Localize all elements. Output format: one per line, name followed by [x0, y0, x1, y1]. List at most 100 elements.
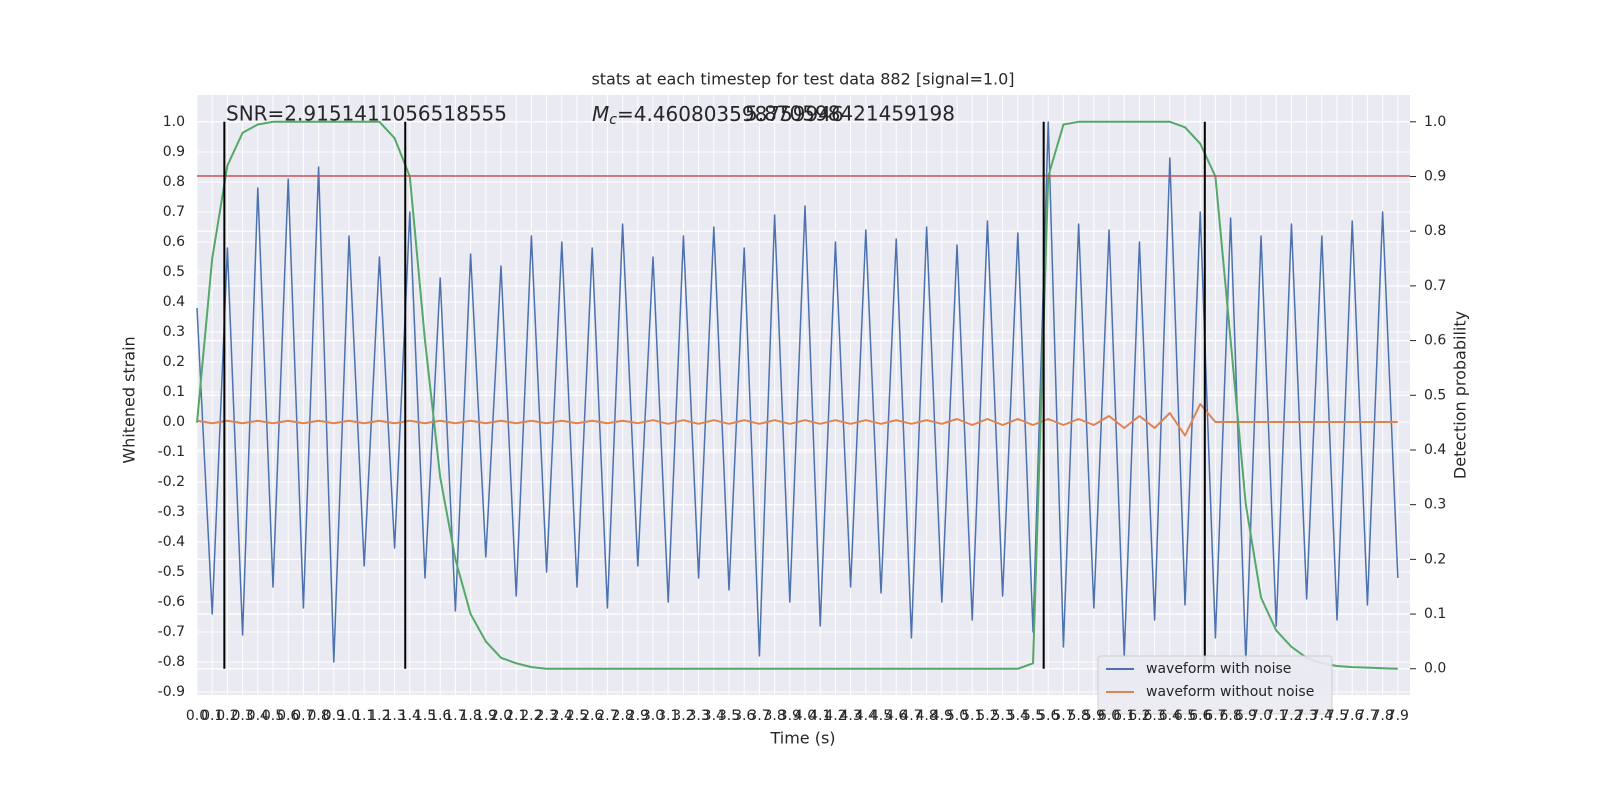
x-tick-label: 7.3 [1296, 708, 1318, 724]
y-tick-label: 0.4 [163, 294, 185, 310]
x-tick-label: 2.2 [520, 708, 542, 724]
x-tick-label: 4.9 [931, 708, 953, 724]
y-tick-label: 1.0 [163, 114, 185, 130]
x-tick-label: 5.1 [961, 708, 983, 724]
x-tick-label: 4.2 [824, 708, 846, 724]
y-tick-label: 0.8 [163, 174, 185, 190]
y2-tick-label: 0.3 [1424, 497, 1446, 513]
legend-box [1097, 655, 1333, 715]
x-tick-label: 1.9 [475, 708, 497, 724]
x-tick-label: 5.7 [1052, 708, 1074, 724]
x-tick-label: 2.5 [566, 708, 588, 724]
x-tick-label: 7.5 [1326, 708, 1348, 724]
x-tick-label: 3.7 [748, 708, 770, 724]
x-tick-label: 3.0 [642, 708, 664, 724]
legend-label: waveform without noise [1146, 684, 1314, 700]
x-tick-label: 7.0 [1250, 708, 1272, 724]
marks [196, 120, 1410, 670]
y-tick-label: -0.8 [158, 654, 185, 670]
x-tick-label: 6.9 [1235, 708, 1257, 724]
y2-tick-label: 0.5 [1424, 387, 1446, 403]
x-tick-label: 5.0 [946, 708, 968, 724]
x-tick-label: 1.1 [353, 708, 375, 724]
y2-tick-label: 0.0 [1424, 661, 1446, 677]
legend-label: waveform with noise [1146, 661, 1291, 677]
x-tick-label: 3.4 [703, 708, 725, 724]
grid [196, 95, 1410, 695]
x-tick-label: 4.3 [839, 708, 861, 724]
x-tick-label: 3.6 [733, 708, 755, 724]
x-tick-label: 0.5 [262, 708, 284, 724]
y-tick-label: -0.2 [158, 474, 185, 490]
x-tick-label: 6.8 [1220, 708, 1242, 724]
x-tick-label: 7.9 [1387, 708, 1409, 724]
overlap-annotation: 5.870598421459198 [745, 102, 955, 126]
x-tick-label: 3.3 [687, 708, 709, 724]
x-tick-label: 3.5 [718, 708, 740, 724]
x-tick-label: 2.6 [581, 708, 603, 724]
x-tick-label: 6.4 [1159, 708, 1181, 724]
y-tick-label: 0.3 [163, 324, 185, 340]
x-tick-label: 4.0 [794, 708, 816, 724]
y2-tick-label: 0.1 [1424, 606, 1446, 622]
y2-tick-label: 0.4 [1424, 442, 1446, 458]
y-tick-label: -0.9 [158, 684, 185, 700]
x-tick-label: 4.5 [870, 708, 892, 724]
mass-annotation: Mc=4.460803598759946 [592, 102, 844, 129]
x-tick-label: 0.0 [186, 708, 208, 724]
x-tick-label: 6.6 [1189, 708, 1211, 724]
x-tick-label: 0.3 [231, 708, 253, 724]
x-tick-label: 1.3 [383, 708, 405, 724]
snr-annotation: SNR=2.9151411056518555 [226, 102, 507, 126]
x-tick-label: 4.8 [915, 708, 937, 724]
x-tick-label: 6.1 [1113, 708, 1135, 724]
y-tick-label: 0.0 [163, 414, 185, 430]
x-tick-label: 1.2 [368, 708, 390, 724]
x-tick-label: 2.7 [596, 708, 618, 724]
y-tick-label: -0.1 [158, 444, 185, 460]
x-tick-label: 7.1 [1265, 708, 1287, 724]
x-axis-label: Time (s) [769, 729, 835, 748]
x-tick-label: 3.1 [657, 708, 679, 724]
x-tick-label: 6.7 [1204, 708, 1226, 724]
x-tick-label: 5.2 [976, 708, 998, 724]
y-tick-label: -0.7 [158, 624, 185, 640]
y2-tick-label: 0.7 [1424, 278, 1446, 294]
x-tick-label: 0.1 [201, 708, 223, 724]
y-tick-label: -0.3 [158, 504, 185, 520]
x-tick-label: 6.3 [1143, 708, 1165, 724]
x-tick-label: 1.8 [459, 708, 481, 724]
x-tick-label: 5.6 [1037, 708, 1059, 724]
y-tick-label: -0.6 [158, 594, 185, 610]
x-tick-label: 1.5 [414, 708, 436, 724]
y-tick-label: 0.2 [163, 354, 185, 370]
y-tick-label: 0.5 [163, 264, 185, 280]
x-tick-label: 0.7 [292, 708, 314, 724]
x-tick-label: 3.9 [779, 708, 801, 724]
x-tick-label: 2.9 [627, 708, 649, 724]
x-tick-label: 6.0 [1098, 708, 1120, 724]
series-line [196, 121, 1399, 663]
x-tick-label: 2.0 [490, 708, 512, 724]
y2-tick-label: 0.9 [1424, 168, 1446, 184]
series-line [196, 403, 1398, 437]
x-tick-label: 2.1 [505, 708, 527, 724]
x-tick-label: 1.0 [338, 708, 360, 724]
y-tick-label: 0.7 [163, 204, 185, 220]
x-tick-label: 0.2 [216, 708, 238, 724]
mass-value: =4.460803598759946 [617, 102, 844, 126]
legend: waveform with noise waveform without nois… [1097, 655, 1333, 715]
x-tick-label: 7.4 [1311, 708, 1333, 724]
y2-tick-label: 0.2 [1424, 551, 1446, 567]
x-tick-label: 5.5 [1022, 708, 1044, 724]
y-tick-label: -0.4 [158, 534, 185, 550]
y-tick-label: 0.9 [163, 144, 185, 160]
x-tick-label: 5.3 [991, 708, 1013, 724]
x-tick-label: 5.4 [1007, 708, 1029, 724]
y2-tick-label: 0.6 [1424, 333, 1446, 349]
y-tick-label: 0.1 [163, 384, 185, 400]
y-axis-label: Whitened strain [120, 336, 139, 463]
x-tick-label: 1.4 [399, 708, 421, 724]
